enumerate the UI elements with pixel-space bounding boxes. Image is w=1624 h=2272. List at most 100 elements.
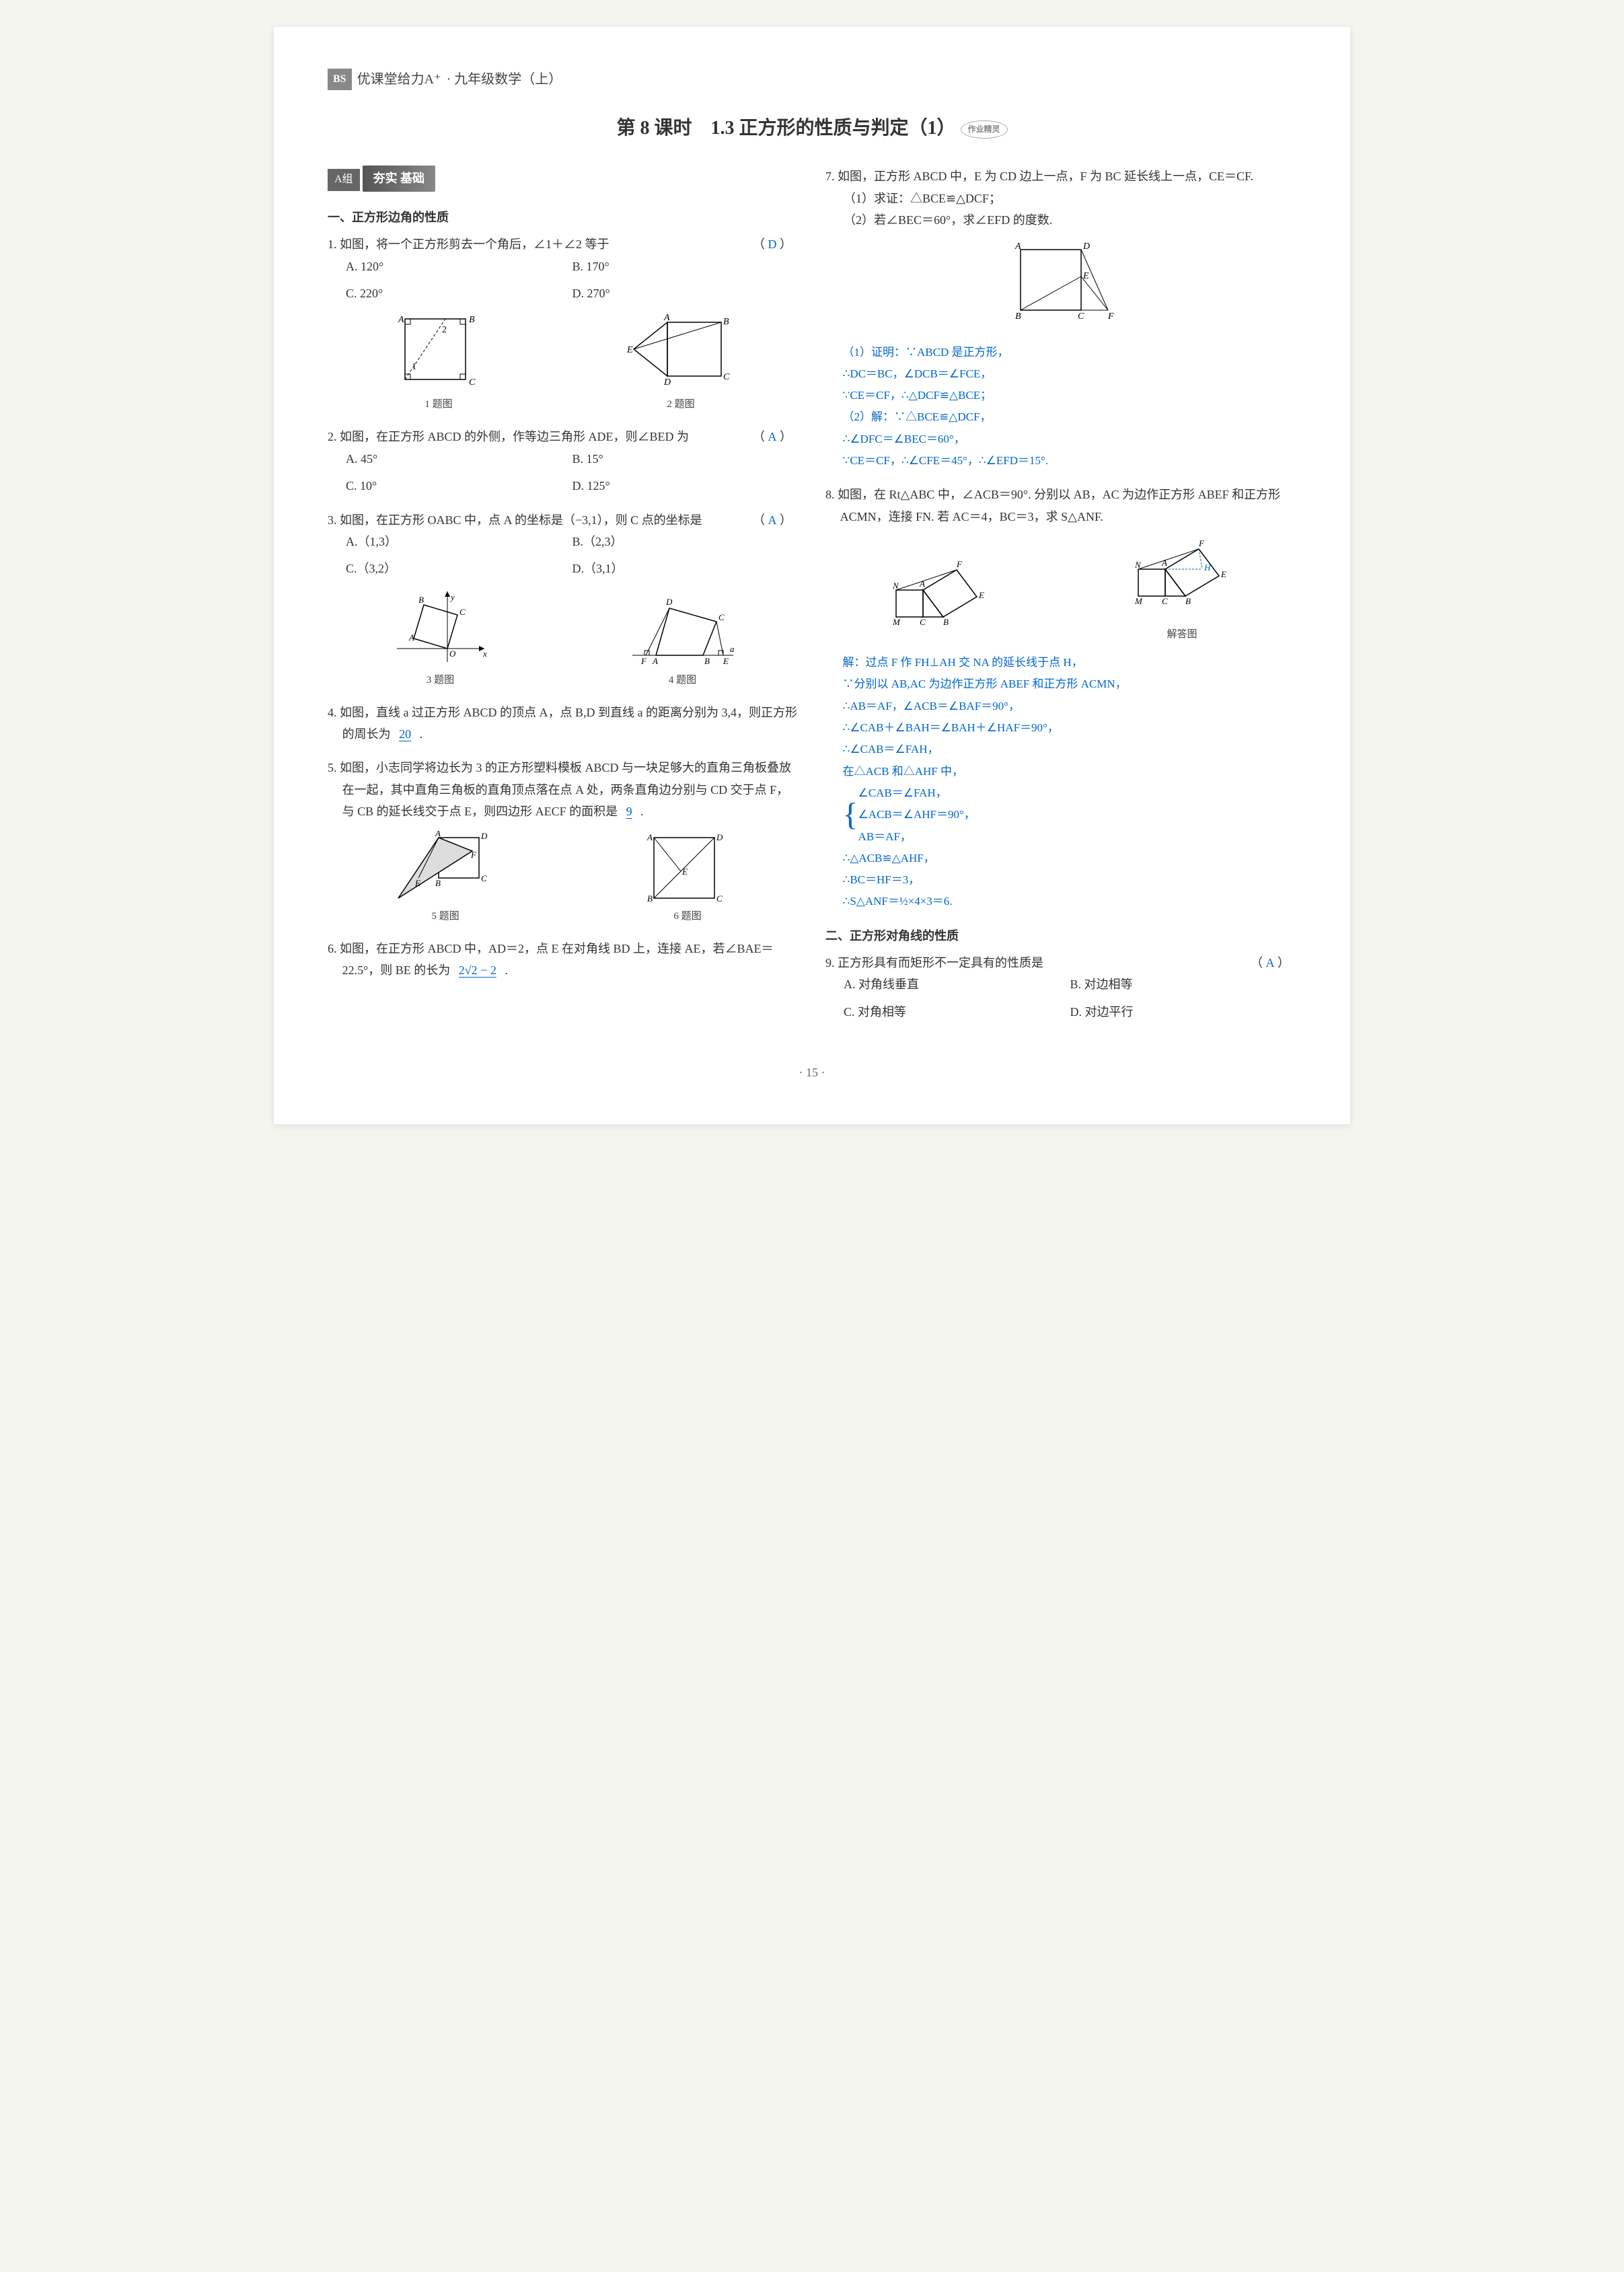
svg-text:C: C <box>469 377 476 388</box>
lesson-number: 第 8 课时 <box>616 118 692 139</box>
figure-8a-svg: N A F E M C B <box>883 556 997 644</box>
svg-text:A: A <box>398 315 404 325</box>
figure-5: A D C B E F 5 题图 <box>392 831 499 926</box>
problem-9-text: 9. 正方形具有而矩形不一定具有的性质是 （ A ） <box>825 952 1296 974</box>
option-2c: C. 10° <box>346 475 573 497</box>
subsection-1-heading: 一、正方形边角的性质 <box>328 207 799 228</box>
svg-text:C: C <box>1078 312 1084 322</box>
figure-7: A D E B C F <box>825 240 1296 334</box>
sol-8-8: ∴△ACB≌△AHF， <box>843 848 1297 869</box>
svg-text:D: D <box>1082 242 1090 252</box>
option-1a: A. 120° <box>346 256 573 277</box>
figure-3-caption: 3 题图 <box>390 671 491 690</box>
figure-1-caption: 1 题图 <box>392 396 486 414</box>
problem-2-options: A. 45° B. 15° C. 10° D. 125° <box>328 448 799 497</box>
figure-3-svg: A B C O y x <box>390 588 491 669</box>
figure-4-svg: D C B A F E a <box>629 588 737 669</box>
problem-4-text: 4. 如图，直线 a 过正方形 ABCD 的顶点 A，点 B,D 到直线 a 的… <box>328 702 799 745</box>
problem-3-answer: A <box>768 513 777 527</box>
svg-text:C: C <box>723 372 730 382</box>
sol-8-2: ∵分别以 AB,AC 为边作正方形 ABEF 和正方形 ACMN， <box>843 673 1297 695</box>
figure-2-svg: A B C D E <box>627 312 735 393</box>
figure-1: A B C 2 1 1 题图 <box>392 312 486 414</box>
problem-9-answer: A <box>1266 956 1275 969</box>
problem-6-text: 6. 如图，在正方形 ABCD 中，AD＝2，点 E 在对角线 BD 上，连接 … <box>328 938 799 982</box>
svg-text:B: B <box>704 656 710 666</box>
svg-text:N: N <box>892 581 899 591</box>
svg-text:F: F <box>470 850 477 860</box>
svg-text:B: B <box>943 617 949 627</box>
sol-7-1: （1）证明：∵ABCD 是正方形， <box>843 342 1297 363</box>
problem-5-stem: 5. 如图，小志同学将边长为 3 的正方形塑料模板 ABCD 与一块足够大的直角… <box>328 761 791 818</box>
svg-text:E: E <box>723 656 729 666</box>
problem-2-answer: A <box>768 430 777 443</box>
svg-text:A: A <box>435 831 441 838</box>
svg-text:D: D <box>480 831 488 841</box>
svg-text:B: B <box>1185 596 1191 606</box>
problem-8: 8. 如图，在 Rt△ABC 中，∠ACB＝90°. 分别以 AB，AC 为边作… <box>825 484 1296 912</box>
problem-9-answer-slot: （ A ） <box>1265 952 1290 974</box>
figure-row-3-4: A B C O y x 3 题图 <box>328 588 799 690</box>
svg-text:A: A <box>647 832 653 842</box>
option-1d: D. 270° <box>573 283 799 304</box>
figure-7-svg: A D E B C F <box>1000 240 1121 334</box>
problem-8-text: 8. 如图，在 Rt△ABC 中，∠ACB＝90°. 分别以 AB，AC 为边作… <box>825 484 1296 527</box>
page-number: · 15 · <box>328 1062 1296 1083</box>
figure-5-svg: A D C B E F <box>392 831 499 905</box>
problem-9: 9. 正方形具有而矩形不一定具有的性质是 （ A ） A. 对角线垂直 B. 对… <box>825 952 1296 1023</box>
page-container: BS 优课堂给力A⁺ · 九年级数学（上） 第 8 课时 1.3 正方形的性质与… <box>274 27 1350 1124</box>
svg-text:B: B <box>647 893 653 904</box>
option-3b: B.（2,3） <box>573 531 799 552</box>
option-2d: D. 125° <box>573 475 799 497</box>
sol-8-brace-block: { ∠CAB＝∠FAH， ∠ACB＝∠AHF＝90°， AB＝AF， <box>843 782 1297 848</box>
svg-text:2: 2 <box>442 325 447 335</box>
svg-text:D: D <box>665 597 673 607</box>
figure-2: A B C D E 2 题图 <box>627 312 735 414</box>
svg-text:F: F <box>956 559 963 569</box>
problem-9-stem: 9. 正方形具有而矩形不一定具有的性质是 <box>825 956 1043 969</box>
svg-text:C: C <box>718 612 725 622</box>
svg-text:A: A <box>1161 558 1167 568</box>
svg-text:D: D <box>663 377 671 388</box>
problem-6: 6. 如图，在正方形 ABCD 中，AD＝2，点 E 在对角线 BD 上，连接 … <box>328 938 799 982</box>
svg-text:E: E <box>1082 271 1089 281</box>
problem-1-stem: 1. 如图，将一个正方形剪去一个角后，∠1＋∠2 等于 <box>328 237 610 251</box>
option-9c: C. 对角相等 <box>844 1001 1070 1023</box>
lesson-title: 第 8 课时 1.3 正方形的性质与判定（1） 作业精灵 <box>328 112 1296 145</box>
sol-8-3: ∴AB＝AF，∠ACB＝∠BAF＝90°， <box>843 696 1297 717</box>
problem-6-answer: 2√2 − 2 <box>453 963 502 977</box>
option-1c: C. 220° <box>346 283 573 304</box>
svg-text:M: M <box>1134 596 1143 606</box>
option-3a: A.（1,3） <box>346 531 573 552</box>
option-9a: A. 对角线垂直 <box>844 974 1070 995</box>
content-columns: A组夯实 基础 一、正方形边角的性质 1. 如图，将一个正方形剪去一个角后，∠1… <box>328 166 1296 1035</box>
svg-text:B: B <box>418 595 424 605</box>
svg-text:C: C <box>481 873 487 883</box>
sol-8-7a: ∠CAB＝∠FAH， <box>858 782 975 804</box>
svg-text:A: A <box>1014 242 1021 252</box>
figure-row-8: N A F E M C B <box>825 536 1296 644</box>
svg-text:y: y <box>449 592 455 602</box>
figure-4-caption: 4 题图 <box>629 671 737 690</box>
figure-4: D C B A F E a 4 题图 <box>629 588 737 690</box>
problem-1-answer: D <box>768 237 777 251</box>
sol-7-5: ∴∠DFC＝∠BEC＝60°， <box>843 429 1297 450</box>
figure-row-5-6: A D C B E F 5 题图 <box>328 831 799 926</box>
option-9b: B. 对边相等 <box>1070 974 1297 995</box>
svg-text:E: E <box>414 878 420 888</box>
problem-7-sub1: （1）求证：△BCE≌△DCF； <box>825 188 1296 209</box>
problem-1-options: A. 120° B. 170° C. 220° D. 270° <box>328 256 799 305</box>
svg-text:A: A <box>408 632 414 643</box>
sol-7-3: ∵CE＝CF，∴△DCF≌△BCE； <box>843 385 1297 406</box>
problem-4: 4. 如图，直线 a 过正方形 ABCD 的顶点 A，点 B,D 到直线 a 的… <box>328 702 799 745</box>
svg-text:B: B <box>1015 312 1021 322</box>
problem-8-solution: 解：过点 F 作 FH⊥AH 交 NA 的延长线于点 H， ∵分别以 AB,AC… <box>825 652 1296 913</box>
sol-8-10: ∴S△ANF＝½×4×3＝6. <box>843 891 1297 912</box>
svg-text:H: H <box>1204 562 1211 573</box>
sol-7-4: （2）解：∵△BCE≌△DCF， <box>843 406 1297 428</box>
svg-text:B: B <box>723 317 729 327</box>
brace-icon: { <box>843 807 858 823</box>
problem-1: 1. 如图，将一个正方形剪去一个角后，∠1＋∠2 等于 （ D ） A. 120… <box>328 233 799 414</box>
problem-7-sub2: （2）若∠BEC＝60°，求∠EFD 的度数. <box>825 209 1296 231</box>
figure-6: A D C B E 6 题图 <box>640 831 735 926</box>
